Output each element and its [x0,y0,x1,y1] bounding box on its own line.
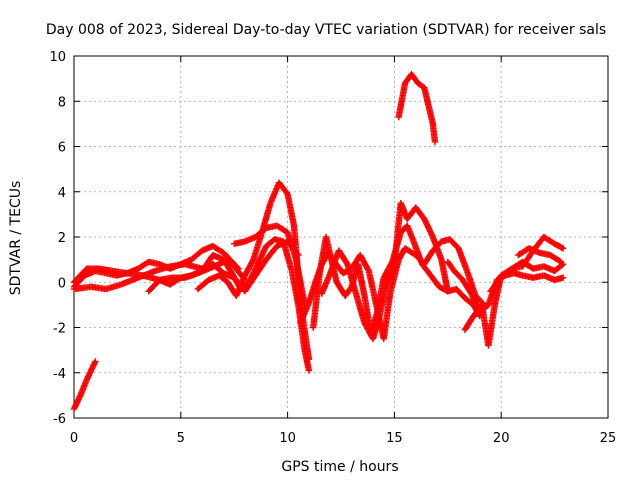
axis-ticks: 0 5 10 15 20 25 -6 -4 -2 0 2 4 6 8 10 [49,50,616,446]
y-tick-label: -6 [53,412,66,427]
data-point [431,138,439,146]
series-arc-11 [395,70,439,146]
x-axis-label: GPS time / hours [281,459,398,475]
data-point [559,245,567,252]
series-arc-07 [231,222,308,309]
y-tick-label: 4 [58,186,66,201]
data-point [557,258,565,266]
data-point [176,275,183,282]
y-tick-label: 0 [58,276,66,291]
x-tick-label: 20 [493,431,510,446]
x-tick-label: 0 [70,431,78,446]
data-markers [70,70,567,413]
data-point [444,288,451,295]
series-arc-15 [515,245,565,266]
y-axis-label: SDTVAR / TECUs [8,181,24,296]
y-tick-label: 10 [49,50,66,65]
series-arc-10 [318,199,451,343]
x-tick-label: 25 [600,431,617,446]
y-tick-label: 8 [58,95,66,110]
y-tick-label: 6 [58,141,66,156]
grid-lines [74,56,608,418]
data-point [558,261,566,269]
x-tick-label: 15 [386,431,403,446]
series-arc-01 [70,358,99,413]
series-arc-14 [487,233,567,295]
y-tick-label: 2 [58,231,66,246]
y-tick-label: -4 [53,367,66,382]
chart-title: Day 008 of 2023, Sidereal Day-to-day VTE… [46,22,606,38]
data-point [364,266,372,273]
data-point [559,274,567,281]
x-tick-label: 10 [279,431,296,446]
data-point [92,358,99,365]
data-point [556,257,563,265]
data-point [305,367,313,374]
x-tick-label: 5 [177,431,185,446]
data-point [305,355,313,363]
y-tick-label: -2 [53,322,66,337]
